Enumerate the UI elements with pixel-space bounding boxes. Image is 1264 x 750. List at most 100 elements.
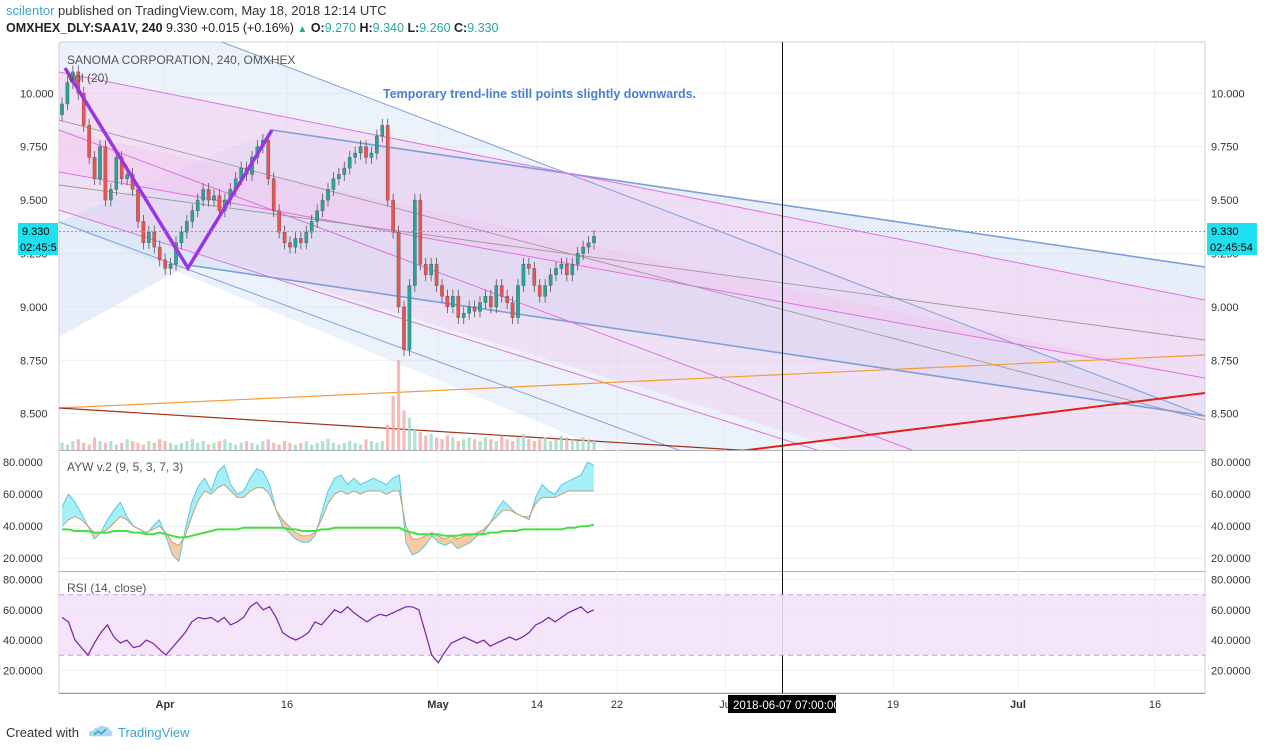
candle-body (494, 285, 499, 308)
change-value: +0.015 (+0.16%) (200, 21, 294, 35)
volume-bar (478, 441, 482, 450)
y-tick-label-right: 9.750 (1211, 142, 1239, 154)
volume-bar (554, 439, 558, 450)
volume-bar (158, 439, 162, 450)
candle-body (364, 146, 368, 158)
tradingview-brand[interactable]: TradingView (118, 725, 190, 740)
blue-channel-lower (187, 264, 1205, 417)
volume-bar (250, 442, 254, 450)
volume-bar (510, 441, 515, 450)
candle-body (413, 199, 417, 286)
volume-bar (234, 444, 238, 450)
volume-bar (494, 441, 498, 450)
volume-bar (82, 442, 86, 450)
volume-bar (462, 439, 466, 450)
candle-body (141, 221, 146, 243)
y-tick-label-right: 8.750 (1211, 355, 1239, 367)
candle-body (163, 259, 167, 269)
gray-median-line (59, 184, 1205, 341)
candle-body (81, 93, 86, 126)
volume-bar (185, 441, 189, 450)
volume-bar (538, 439, 542, 450)
y-tick-label-left: 9.750 (20, 142, 48, 154)
candle-body (369, 152, 374, 158)
y-tick-label-left: 9.000 (20, 302, 48, 314)
last-price: 9.330 (166, 21, 198, 35)
y-tick-label-right: 60.0000 (1211, 605, 1251, 617)
y-tick-label-right: 9.500 (1211, 195, 1239, 207)
close-value: 9.330 (467, 21, 499, 35)
pink-fan-fill-2 (59, 130, 1205, 450)
high-value: 9.340 (372, 21, 404, 35)
y-tick-label-left: 80.0000 (3, 457, 43, 469)
volume-bar (418, 432, 422, 450)
volume-bar (228, 442, 232, 450)
candle-body (434, 263, 439, 286)
candle-body (456, 295, 461, 318)
volume-bar (109, 441, 113, 450)
volume-bar (103, 442, 108, 450)
candle-body (125, 174, 129, 179)
low-value: 9.260 (419, 21, 451, 35)
volume-bar (440, 439, 444, 450)
volume-bar (299, 442, 303, 450)
volume-bar (386, 424, 390, 450)
candle-body (548, 274, 553, 286)
price-badge-left (18, 223, 58, 255)
volume-bar (375, 442, 379, 450)
price-badge-right (1207, 223, 1257, 255)
crosshair-date-badge (728, 695, 836, 713)
author-link[interactable]: scilentor (6, 3, 55, 18)
volume-bar (71, 441, 75, 450)
volume-bar (282, 441, 287, 450)
candle-body (217, 195, 222, 211)
volume-bar (304, 441, 308, 450)
candle-body (391, 199, 395, 233)
annotation-text[interactable]: Temporary trend-line still points slight… (383, 87, 696, 101)
candle-body (396, 231, 401, 308)
crosshair-date: 2018-06-07 07:00:00 (733, 700, 840, 712)
candle-body (461, 313, 466, 318)
candle-body (375, 135, 379, 154)
candle-body (380, 125, 385, 137)
volume-bar (353, 442, 357, 450)
chart-canvas[interactable]: SANOMA CORPORATION, 240, OMXHEX Vol (20)… (0, 0, 1264, 716)
candle-body (527, 263, 531, 269)
y-tick-label-right: 10.000 (1211, 88, 1245, 100)
candle-body (505, 295, 509, 303)
x-tick-label: Apr (156, 699, 176, 711)
tradingview-cloud-icon[interactable] (88, 723, 114, 741)
volume-bar (456, 441, 460, 450)
volume-bar (337, 444, 341, 450)
volume-bar (288, 442, 292, 450)
volume-bar (196, 442, 200, 450)
candle-body (575, 253, 580, 265)
price-badge-left-value: 9.330 (22, 226, 50, 238)
volume-bar (559, 435, 564, 450)
pink-line (59, 71, 1205, 301)
volume-bar (65, 444, 70, 450)
volume-bar (358, 444, 363, 450)
volume-bar (467, 437, 471, 450)
ohlc-line: OMXHEX_DLY:SAA1V, 240 9.330 +0.015 (+0.1… (6, 21, 499, 35)
volume-bar (277, 444, 281, 450)
candle-body (418, 199, 423, 265)
volume-bar (380, 441, 384, 450)
volume-bar (293, 444, 298, 450)
volume-bar (168, 442, 173, 450)
ayw-label: AYW v.2 (9, 5, 3, 7, 3) (67, 460, 183, 474)
publish-line: scilentor published on TradingView.com, … (6, 3, 387, 18)
x-tick-label: Jul (1010, 699, 1026, 711)
rsi-line (61, 601, 595, 664)
volume-bar (576, 441, 580, 450)
volume-bar (261, 441, 265, 450)
price-badge-right-value: 9.330 (1211, 226, 1239, 238)
volume-bar (429, 433, 433, 450)
volume-bar (212, 442, 216, 450)
rsi-drawings (59, 594, 1205, 664)
volume-bar (87, 444, 91, 450)
symbol-label[interactable]: OMXHEX_DLY:SAA1V, 240 (6, 21, 163, 35)
volume-bar (521, 433, 526, 450)
candle-body (168, 263, 173, 269)
candle-body (326, 189, 330, 201)
